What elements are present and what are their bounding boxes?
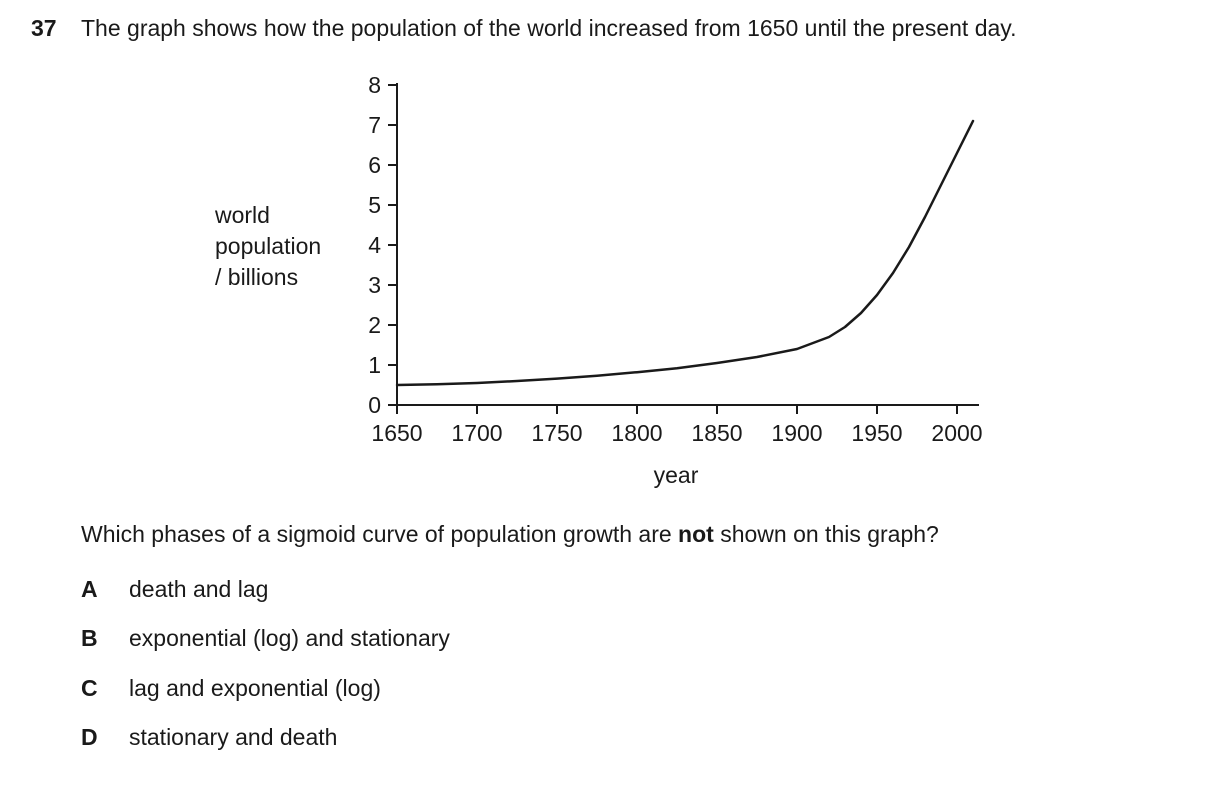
x-tick-label: 1950 bbox=[851, 420, 902, 446]
option-letter: C bbox=[81, 675, 98, 701]
y-tick-label: 4 bbox=[368, 232, 381, 258]
y-tick-label: 6 bbox=[368, 152, 381, 178]
x-tick-label: 1800 bbox=[611, 420, 662, 446]
y-axis-label-line: population bbox=[215, 233, 322, 259]
x-tick-label: 1750 bbox=[531, 420, 582, 446]
option-letter: A bbox=[81, 576, 98, 602]
y-tick-label: 5 bbox=[368, 192, 381, 218]
option-text: death and lag bbox=[129, 576, 269, 602]
y-tick-label: 7 bbox=[368, 112, 381, 138]
population-curve bbox=[395, 119, 975, 387]
y-tick-label: 0 bbox=[368, 392, 381, 418]
x-tick-label: 1700 bbox=[451, 420, 502, 446]
y-tick-label: 2 bbox=[368, 312, 381, 338]
y-axis-label-line: world bbox=[215, 202, 270, 228]
y-tick-label: 1 bbox=[368, 352, 381, 378]
y-tick-label: 3 bbox=[368, 272, 381, 298]
y-axis-label: world population / billions bbox=[215, 200, 321, 293]
x-tick-label: 1850 bbox=[691, 420, 742, 446]
x-axis-label: year bbox=[654, 462, 699, 488]
option-text: exponential (log) and stationary bbox=[129, 625, 450, 651]
prompt-bold-word: not bbox=[678, 521, 714, 547]
prompt-text-end: shown on this graph? bbox=[713, 521, 939, 547]
y-axis-label-line: / billions bbox=[215, 264, 299, 290]
prompt-text: Which phases of a sigmoid curve of popul… bbox=[81, 521, 679, 547]
question-number: 37 bbox=[31, 15, 57, 41]
x-tick-label: 1900 bbox=[771, 420, 822, 446]
option-letter: D bbox=[81, 724, 98, 750]
question-text: The graph shows how the population of th… bbox=[81, 15, 1017, 41]
x-tick-label: 2000 bbox=[931, 420, 982, 446]
x-tick-label: 1650 bbox=[371, 420, 422, 446]
question-prompt: Which phases of a sigmoid curve of popul… bbox=[81, 521, 939, 548]
option-text: stationary and death bbox=[129, 724, 338, 750]
option-text: lag and exponential (log) bbox=[129, 675, 381, 701]
y-tick-label: 8 bbox=[368, 72, 381, 98]
option-letter: B bbox=[81, 625, 98, 651]
